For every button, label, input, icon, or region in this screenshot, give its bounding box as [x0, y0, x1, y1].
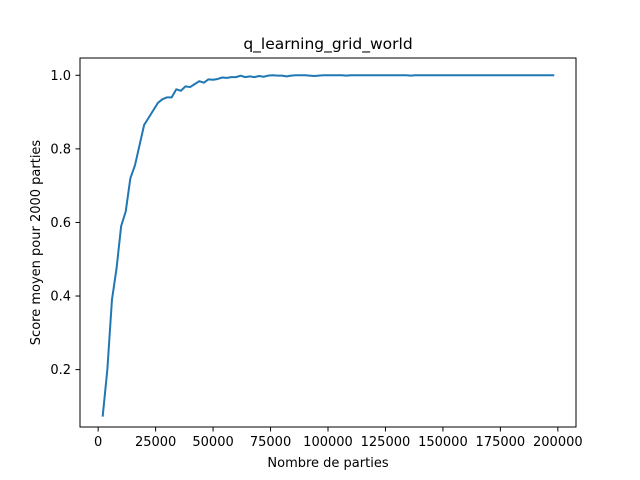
x-tick-label: 125000: [361, 435, 411, 450]
x-axis-ticks: 0 25000 50000 75000 100000 125000 150000 175000…: [94, 427, 583, 450]
x-tick-label: 0: [94, 435, 102, 450]
x-tick-label: 100000: [303, 435, 353, 450]
x-tick-label: 175000: [476, 435, 526, 450]
x-axis-label: Nombre de parties: [267, 456, 388, 471]
y-axis-ticks: 0.2 0.4 0.6 0.8 1.0: [50, 69, 80, 378]
x-tick-label: 25000: [135, 435, 176, 450]
x-tick-label: 75000: [250, 435, 291, 450]
y-tick-label: 0.4: [50, 290, 71, 305]
y-tick-label: 0.8: [50, 142, 71, 157]
chart-title: q_learning_grid_world: [243, 35, 412, 54]
x-tick-label: 200000: [533, 435, 583, 450]
series-line: [101, 74, 555, 417]
x-tick-label: 150000: [418, 435, 468, 450]
y-tick-label: 0.6: [50, 216, 71, 231]
x-tick-label: 50000: [192, 435, 233, 450]
plot-frame: [79, 57, 577, 428]
y-tick-label: 1.0: [50, 69, 71, 84]
y-axis-label: Score moyen pour 2000 parties: [29, 140, 44, 346]
y-tick-label: 0.2: [50, 363, 71, 378]
